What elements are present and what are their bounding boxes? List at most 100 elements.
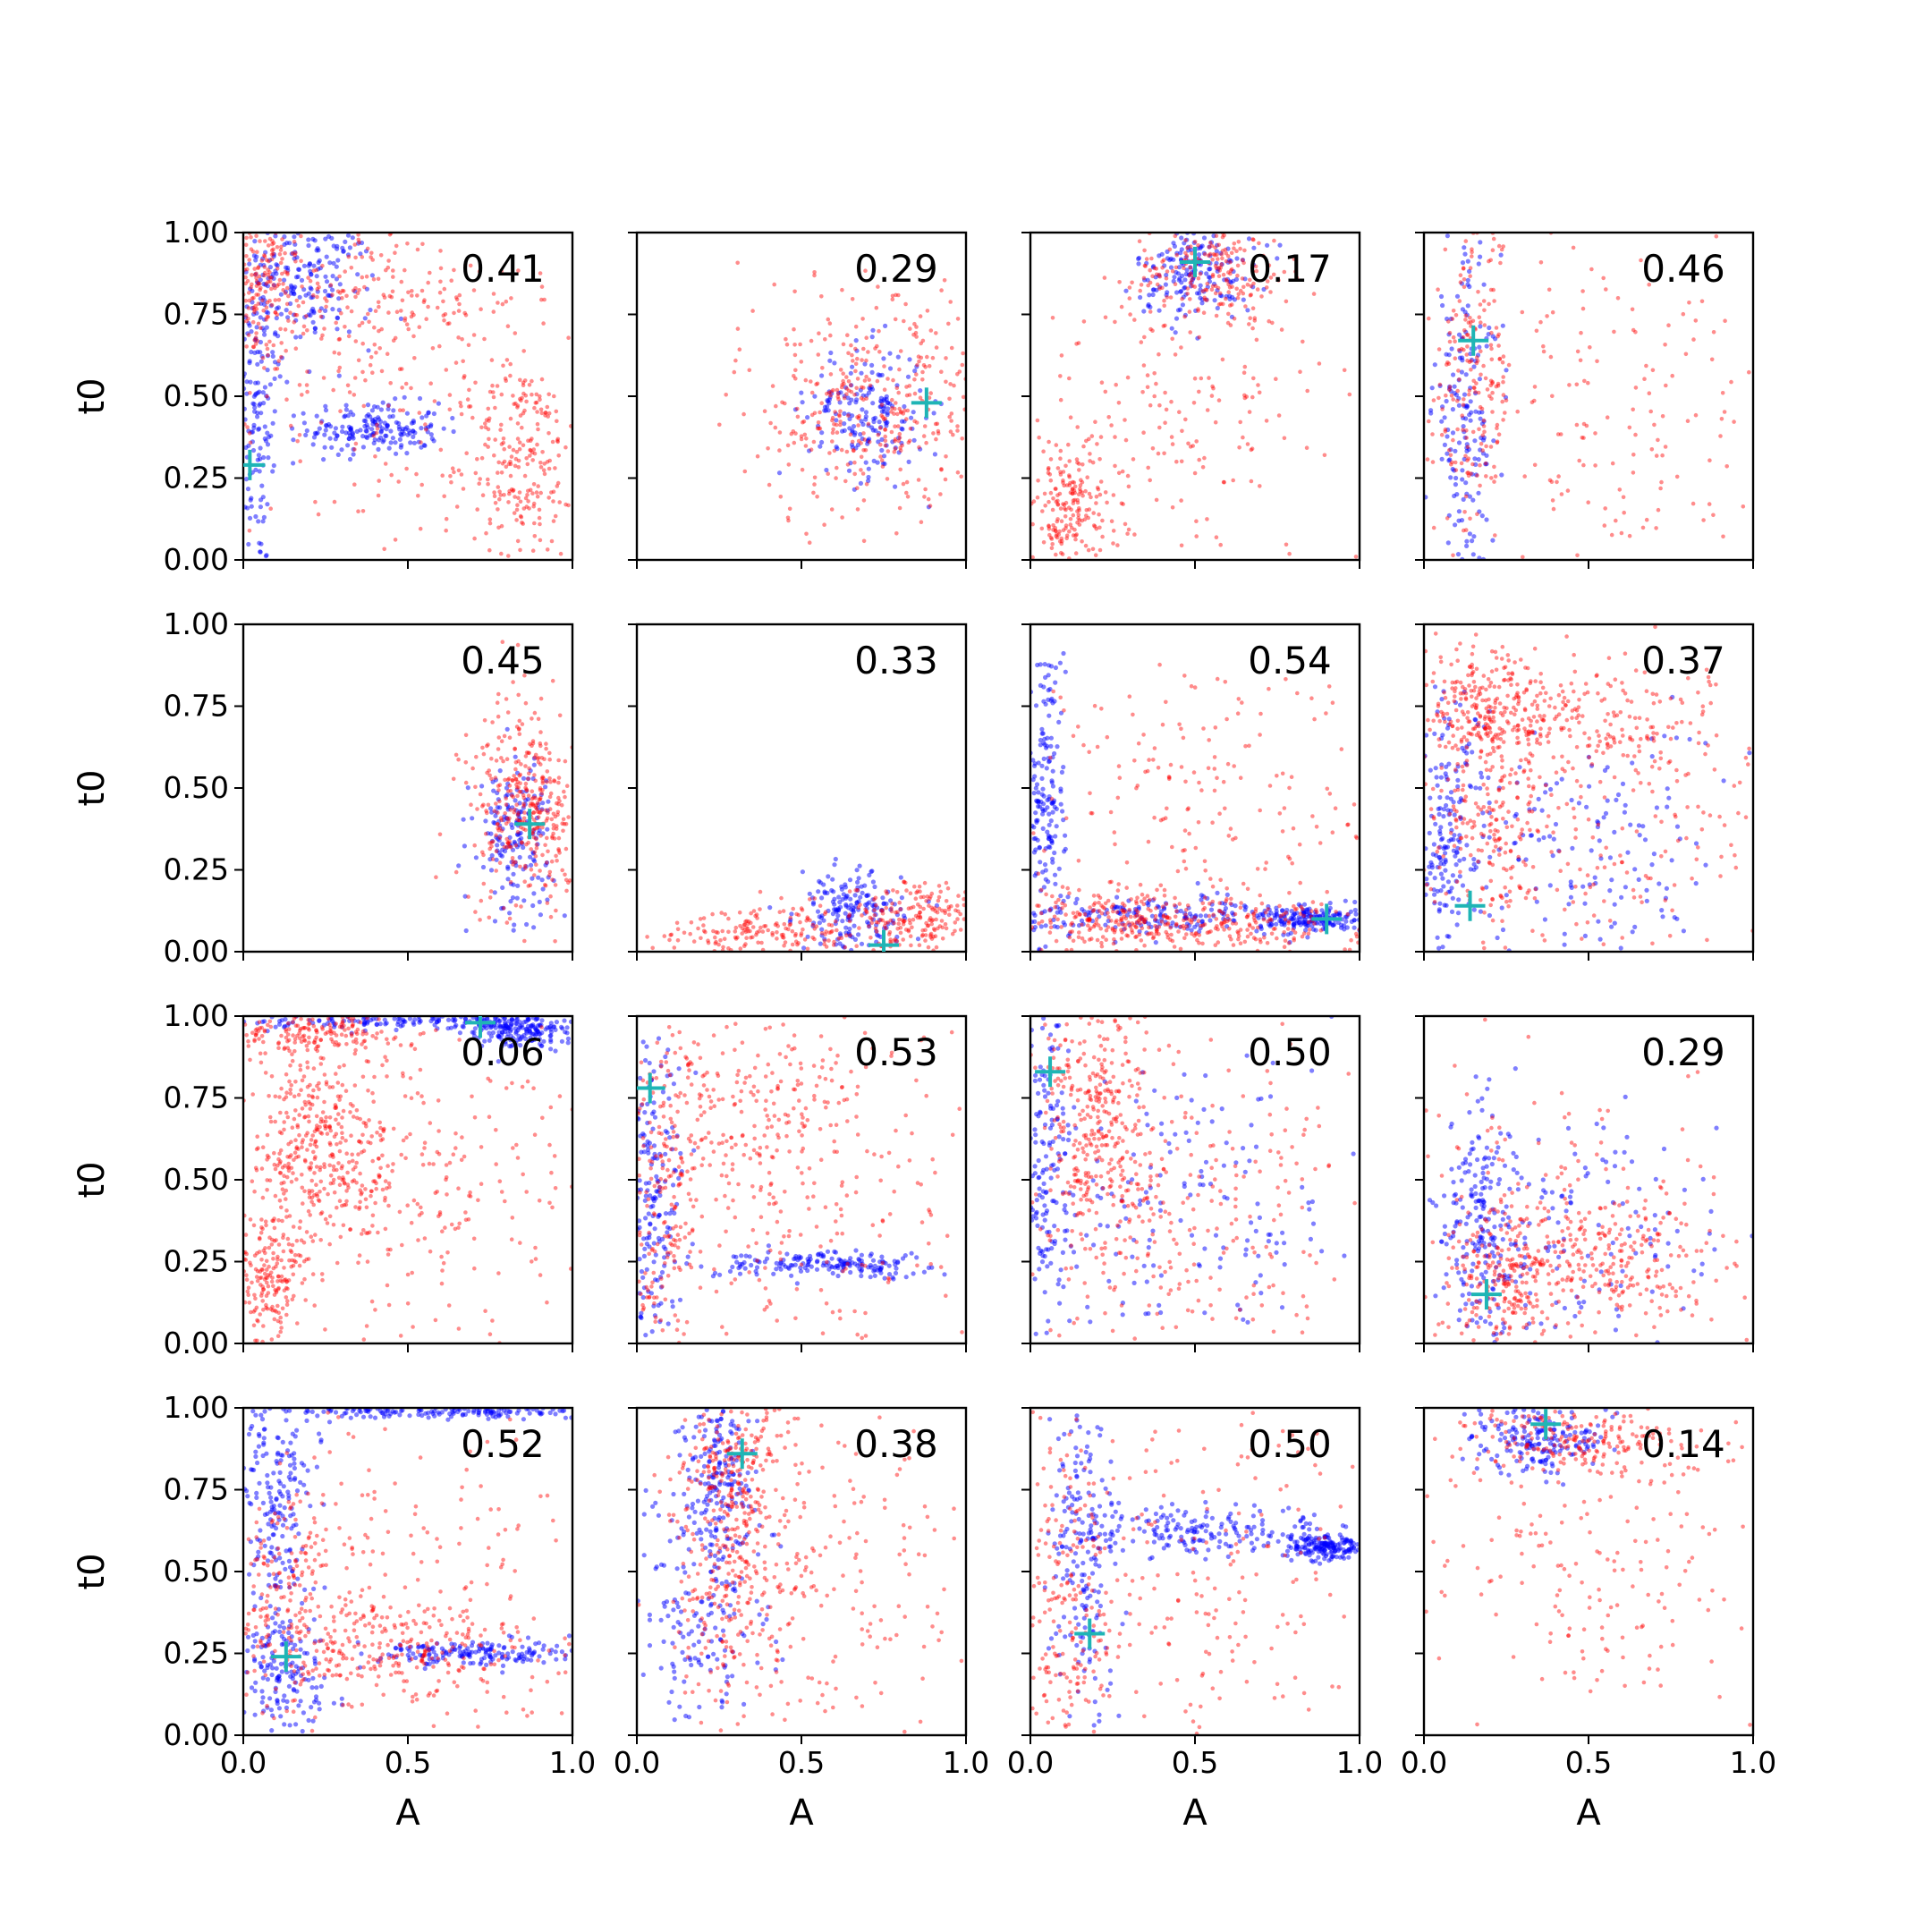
data-point bbox=[1581, 436, 1586, 440]
data-point bbox=[1247, 922, 1252, 927]
data-point bbox=[1476, 261, 1481, 267]
data-point bbox=[351, 452, 356, 457]
data-point bbox=[916, 354, 921, 360]
data-point bbox=[247, 431, 252, 436]
data-point bbox=[1138, 917, 1142, 922]
data-point bbox=[745, 926, 750, 931]
data-point bbox=[454, 504, 460, 509]
data-point bbox=[1313, 928, 1318, 933]
data-point bbox=[883, 438, 888, 444]
data-point bbox=[551, 519, 556, 523]
data-point bbox=[250, 401, 256, 406]
data-point bbox=[1160, 266, 1165, 270]
data-point bbox=[281, 288, 286, 292]
data-point bbox=[566, 880, 571, 886]
data-point bbox=[1070, 487, 1075, 492]
data-point bbox=[744, 936, 749, 940]
data-point bbox=[805, 946, 810, 952]
data-point bbox=[792, 407, 799, 412]
data-point bbox=[1472, 438, 1478, 444]
data-point bbox=[286, 318, 291, 323]
data-point bbox=[1205, 298, 1209, 302]
data-point bbox=[346, 329, 352, 335]
data-point bbox=[483, 831, 488, 836]
data-point bbox=[511, 447, 516, 453]
data-point bbox=[517, 773, 522, 778]
data-point bbox=[1124, 860, 1130, 865]
data-point bbox=[924, 920, 928, 926]
data-point bbox=[844, 386, 850, 391]
data-point bbox=[1475, 355, 1479, 360]
data-point bbox=[1109, 904, 1114, 910]
data-point bbox=[746, 921, 750, 927]
data-point bbox=[253, 337, 258, 343]
data-point bbox=[1182, 911, 1188, 916]
data-point bbox=[873, 346, 877, 351]
data-point bbox=[1263, 910, 1268, 915]
data-point bbox=[463, 733, 469, 738]
data-point bbox=[252, 337, 257, 343]
data-point bbox=[1199, 897, 1204, 902]
data-point bbox=[1236, 936, 1241, 942]
data-point bbox=[258, 411, 264, 416]
data-point bbox=[375, 422, 379, 428]
data-point bbox=[1484, 444, 1488, 449]
data-point bbox=[1463, 528, 1469, 532]
data-point bbox=[1301, 914, 1306, 919]
data-point bbox=[538, 271, 543, 275]
data-point bbox=[511, 680, 515, 684]
data-point bbox=[864, 893, 869, 899]
data-point bbox=[544, 778, 549, 784]
data-point bbox=[1049, 537, 1055, 541]
data-point bbox=[493, 813, 498, 818]
data-point bbox=[1272, 238, 1276, 243]
data-point bbox=[1612, 329, 1616, 335]
data-point bbox=[1216, 940, 1221, 945]
data-point bbox=[1240, 276, 1245, 281]
data-point bbox=[714, 939, 718, 945]
data-point bbox=[839, 447, 844, 453]
data-point bbox=[307, 261, 312, 267]
data-point bbox=[826, 874, 831, 879]
data-point bbox=[887, 401, 893, 406]
data-point bbox=[1048, 835, 1054, 840]
data-point bbox=[1327, 921, 1333, 927]
data-point bbox=[1229, 314, 1234, 319]
data-point bbox=[508, 899, 513, 904]
data-point bbox=[920, 928, 925, 933]
data-point bbox=[537, 899, 542, 905]
data-point bbox=[1344, 925, 1350, 930]
data-point bbox=[803, 377, 809, 383]
data-point bbox=[830, 418, 835, 423]
data-point bbox=[1264, 285, 1269, 290]
data-point bbox=[493, 775, 498, 780]
data-point bbox=[1035, 903, 1039, 908]
data-point bbox=[1098, 435, 1104, 439]
data-point bbox=[1050, 860, 1055, 865]
data-point bbox=[852, 893, 858, 898]
data-point bbox=[1051, 917, 1056, 922]
data-point bbox=[1251, 911, 1256, 916]
data-point bbox=[861, 346, 866, 352]
data-point bbox=[256, 281, 261, 286]
data-point bbox=[519, 398, 523, 403]
data-point bbox=[1209, 287, 1215, 292]
data-point bbox=[1083, 543, 1089, 548]
data-point bbox=[1132, 532, 1137, 537]
data-point bbox=[273, 310, 278, 315]
data-point bbox=[1452, 384, 1457, 389]
data-point bbox=[1265, 279, 1270, 284]
data-point bbox=[802, 432, 808, 437]
data-point bbox=[1188, 297, 1192, 301]
data-point bbox=[1427, 316, 1431, 321]
data-point bbox=[1229, 902, 1234, 908]
data-point bbox=[1353, 931, 1359, 936]
data-point bbox=[722, 936, 727, 941]
data-point bbox=[438, 447, 444, 453]
data-point bbox=[845, 462, 851, 467]
data-point bbox=[883, 416, 887, 421]
data-point bbox=[1132, 318, 1137, 322]
data-point bbox=[546, 414, 550, 419]
data-point bbox=[454, 297, 460, 302]
